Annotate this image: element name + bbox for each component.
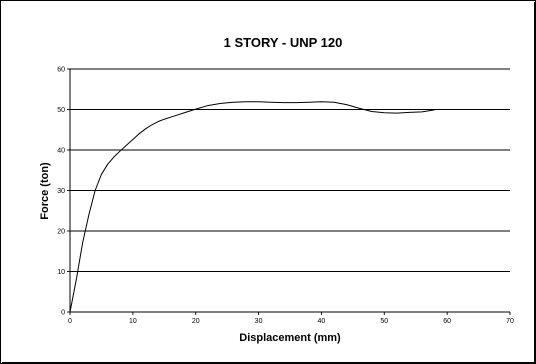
y-axis-title: Force (ton) bbox=[39, 162, 51, 220]
y-tick-label: 40 bbox=[57, 148, 65, 155]
y-tick-label: 30 bbox=[57, 188, 65, 195]
axes bbox=[67, 68, 511, 315]
tick-labels: 0 10 20 30 40 50 60 0 10 20 30 40 50 60 70 bbox=[57, 67, 514, 326]
chart-title: 1 STORY - UNP 120 bbox=[224, 35, 343, 50]
x-tick-label: 60 bbox=[443, 318, 451, 325]
x-axis-title: Displacement (mm) bbox=[239, 332, 341, 344]
gridlines bbox=[70, 68, 510, 272]
y-tick-label: 0 bbox=[61, 310, 65, 317]
x-tick-label: 30 bbox=[255, 318, 263, 325]
x-tick-label: 50 bbox=[380, 318, 388, 325]
frame-shadow-right bbox=[534, 2, 536, 364]
frame-shadow-bottom bbox=[2, 362, 536, 364]
x-tick-label: 0 bbox=[68, 318, 72, 325]
series-layer bbox=[69, 101, 435, 313]
y-tick-label: 50 bbox=[57, 107, 65, 114]
x-tick-label: 70 bbox=[506, 318, 514, 325]
y-tick-label: 20 bbox=[57, 229, 65, 236]
x-tick-label: 40 bbox=[318, 318, 326, 325]
y-tick-label: 10 bbox=[57, 269, 65, 276]
y-tick-label: 60 bbox=[57, 67, 65, 74]
x-tick-label: 20 bbox=[192, 318, 200, 325]
force-displacement-line bbox=[69, 101, 435, 313]
x-tick-label: 10 bbox=[129, 318, 137, 325]
